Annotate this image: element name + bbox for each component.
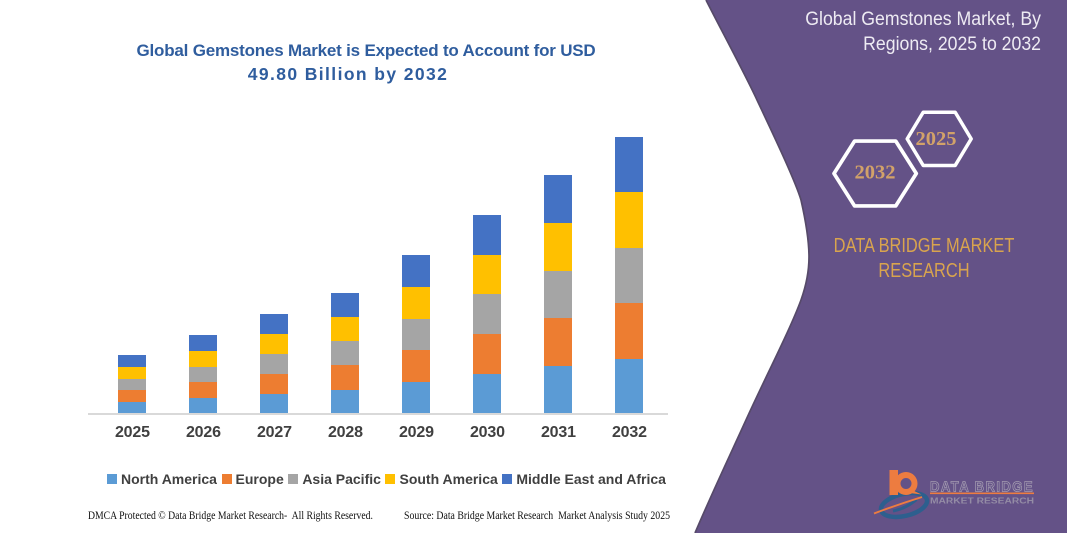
svg-text:2025: 2025 (916, 128, 957, 150)
svg-text:2032: 2032 (855, 162, 896, 184)
svg-text:DATA BRIDGE: DATA BRIDGE (930, 479, 1034, 496)
svg-text:MARKET RESEARCH: MARKET RESEARCH (930, 497, 1034, 506)
